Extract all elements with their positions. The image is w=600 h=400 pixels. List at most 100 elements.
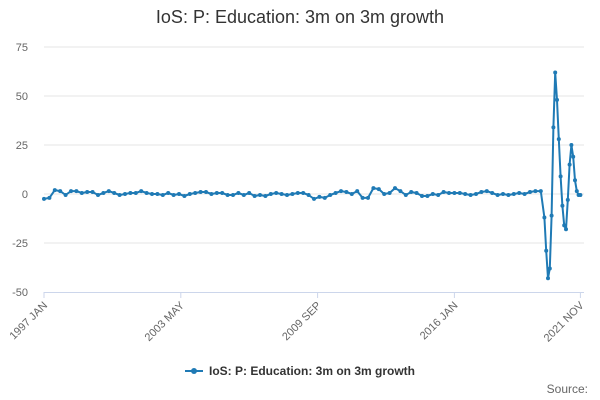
data-point[interactable] [42, 196, 46, 201]
data-point[interactable] [551, 125, 556, 130]
data-point[interactable] [182, 194, 187, 198]
data-point[interactable] [128, 191, 133, 195]
data-point[interactable] [274, 191, 279, 195]
data-point[interactable] [528, 190, 532, 194]
data-point[interactable] [414, 191, 419, 195]
data-point[interactable] [560, 203, 565, 208]
data-point[interactable] [349, 192, 354, 196]
data-point[interactable] [85, 190, 90, 194]
data-point[interactable] [463, 192, 468, 196]
data-point[interactable] [376, 187, 381, 192]
data-point[interactable] [567, 162, 572, 167]
data-point[interactable] [58, 189, 63, 194]
data-point[interactable] [409, 190, 414, 194]
data-point[interactable] [533, 189, 538, 194]
data-point[interactable] [328, 193, 333, 197]
data-point[interactable] [123, 192, 127, 196]
data-point[interactable] [366, 195, 370, 200]
data-point[interactable] [69, 189, 73, 194]
data-point[interactable] [285, 193, 289, 197]
data-point[interactable] [457, 191, 462, 195]
data-point[interactable] [344, 190, 349, 194]
data-point[interactable] [155, 192, 160, 196]
data-point[interactable] [52, 188, 57, 193]
data-point[interactable] [562, 223, 567, 228]
data-point[interactable] [393, 186, 397, 191]
data-point[interactable] [484, 189, 489, 194]
data-point[interactable] [74, 189, 79, 194]
data-point[interactable] [506, 193, 511, 197]
data-point[interactable] [547, 266, 552, 271]
data-point[interactable] [225, 193, 230, 197]
data-point[interactable] [79, 191, 84, 195]
data-point[interactable] [387, 191, 392, 195]
data-point[interactable] [231, 193, 235, 197]
data-point[interactable] [420, 194, 424, 198]
data-point[interactable] [214, 191, 219, 195]
data-point[interactable] [204, 190, 208, 194]
data-point[interactable] [47, 195, 52, 200]
data-point[interactable] [490, 191, 495, 195]
data-point[interactable] [166, 191, 171, 195]
data-point[interactable] [187, 192, 192, 196]
data-point[interactable] [360, 195, 365, 200]
data-point[interactable] [468, 193, 473, 197]
data-point[interactable] [236, 191, 241, 195]
data-point[interactable] [425, 194, 430, 198]
data-point[interactable] [193, 191, 198, 195]
data-point[interactable] [555, 97, 559, 102]
data-point[interactable] [112, 191, 117, 195]
data-point[interactable] [564, 227, 568, 232]
data-point[interactable] [106, 189, 111, 194]
data-point[interactable] [101, 191, 106, 195]
data-point[interactable] [549, 213, 554, 218]
data-point[interactable] [452, 191, 457, 195]
data-point[interactable] [574, 189, 579, 194]
data-point[interactable] [133, 191, 138, 195]
data-point[interactable] [63, 193, 68, 197]
data-point[interactable] [317, 194, 322, 199]
data-point[interactable] [312, 196, 316, 201]
data-point[interactable] [511, 192, 516, 196]
data-point[interactable] [542, 215, 547, 220]
data-point[interactable] [198, 190, 203, 194]
data-point[interactable] [258, 193, 262, 197]
data-point[interactable] [479, 190, 484, 194]
data-point[interactable] [553, 70, 558, 75]
data-point[interactable] [252, 194, 257, 198]
data-point[interactable] [573, 178, 577, 183]
data-point[interactable] [430, 192, 435, 196]
data-point[interactable] [578, 193, 583, 197]
data-point[interactable] [322, 195, 327, 200]
data-point[interactable] [171, 193, 176, 197]
data-point[interactable] [209, 192, 214, 196]
data-point[interactable] [295, 191, 300, 195]
data-point[interactable] [263, 194, 268, 198]
data-point[interactable] [501, 192, 505, 196]
data-point[interactable] [241, 193, 246, 197]
data-point[interactable] [301, 191, 306, 195]
data-point[interactable] [247, 191, 252, 195]
data-point[interactable] [441, 190, 446, 194]
data-point[interactable] [177, 192, 181, 196]
data-point[interactable] [538, 189, 543, 194]
data-point[interactable] [290, 192, 295, 196]
data-point[interactable] [522, 192, 527, 196]
legend[interactable]: IoS: P: Education: 3m on 3m growth [0, 364, 600, 380]
data-point[interactable] [355, 189, 360, 194]
data-point[interactable] [371, 186, 376, 191]
data-point[interactable] [139, 189, 144, 194]
data-point[interactable] [495, 193, 500, 197]
data-point[interactable] [144, 191, 149, 195]
data-point[interactable] [517, 191, 522, 195]
data-point[interactable] [556, 137, 561, 142]
data-point[interactable] [546, 276, 550, 281]
data-point[interactable] [558, 174, 563, 179]
data-point[interactable] [150, 192, 154, 196]
data-point[interactable] [220, 191, 225, 195]
data-point[interactable] [436, 193, 441, 197]
data-point[interactable] [447, 191, 451, 195]
data-point[interactable] [90, 190, 95, 194]
data-point[interactable] [569, 143, 574, 147]
data-point[interactable] [306, 193, 311, 197]
